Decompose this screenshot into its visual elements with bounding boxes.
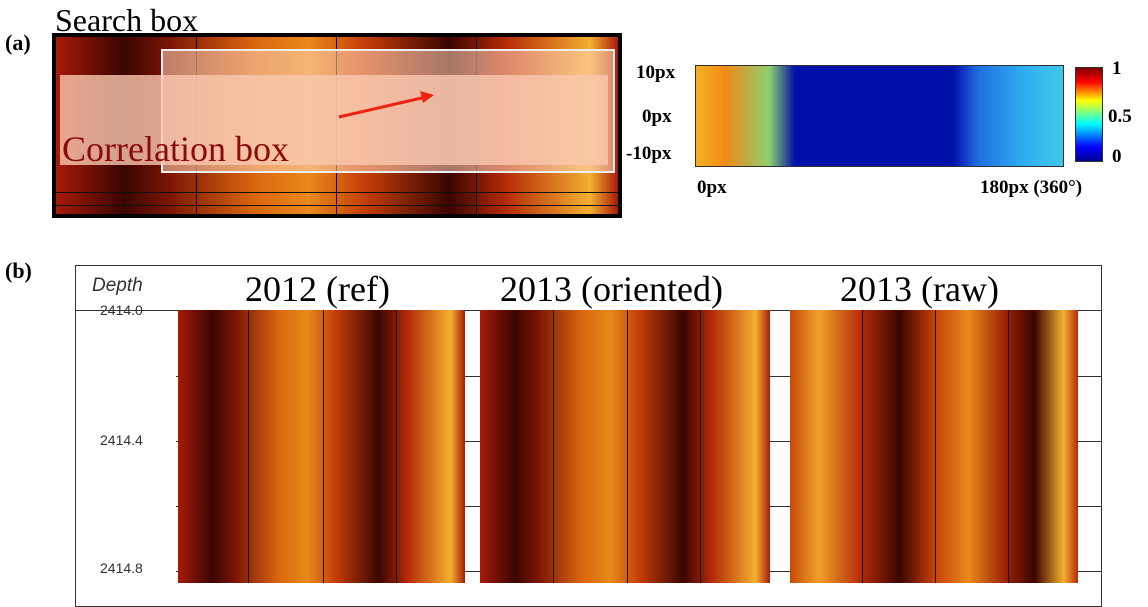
colorbar-label: 1	[1112, 58, 1122, 79]
colorbar-label: 0.5	[1108, 106, 1132, 127]
map-y-label: 10px	[636, 62, 676, 83]
figure: (a) Search box Correlation box 10px 0px …	[5, 2, 1132, 607]
log-image	[790, 310, 1078, 583]
log-title: 2012 (ref)	[245, 269, 390, 309]
search-box-label: Search box	[55, 2, 199, 38]
map-y-label: -10px	[626, 143, 672, 164]
log-title: 2013 (oriented)	[500, 269, 723, 309]
panel-label: (a)	[5, 30, 31, 55]
depth-label: 2414.0	[100, 302, 143, 318]
depth-label: 2414.4	[100, 432, 143, 448]
map-x-label: 0px	[697, 177, 727, 198]
log-title: 2013 (raw)	[840, 269, 999, 309]
depth-header: Depth	[92, 275, 143, 296]
correlation-box-label: Correlation box	[62, 129, 289, 169]
panel-label: (b)	[5, 258, 32, 283]
correlation-box-rect	[60, 75, 608, 165]
log-image	[178, 310, 465, 583]
search-image	[52, 33, 622, 218]
depth-label: 2414.8	[100, 560, 143, 576]
correlation-map	[695, 65, 1064, 167]
map-y-label: 0px	[642, 106, 672, 127]
arrow	[338, 91, 434, 119]
map-x-label: 180px (360°)	[980, 177, 1083, 198]
colorbar-label: 0	[1112, 146, 1122, 167]
colorbar	[1075, 67, 1103, 162]
log-image	[480, 310, 770, 583]
